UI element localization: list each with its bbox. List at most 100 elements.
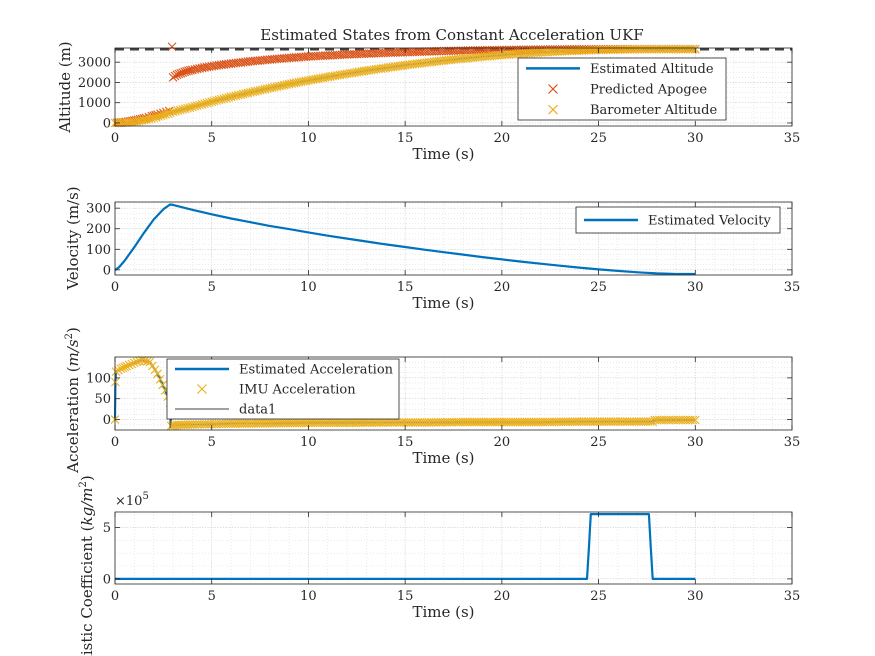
series-line [115, 512, 696, 581]
x-tick-label: 25 [590, 280, 607, 295]
x-tick-label: 25 [590, 131, 607, 146]
data-point-marker [202, 98, 212, 108]
data-point-marker [688, 415, 698, 425]
acceleration-axes: 0 5 10 15 20 25 30 35 0 50 100 Time (s) Acceleration… [64, 327, 800, 474]
x-tick-label: 10 [300, 131, 317, 146]
data-point-marker [158, 380, 168, 390]
data-point-marker [515, 417, 525, 427]
data-point-marker [513, 417, 523, 427]
data-point-marker [197, 99, 207, 109]
data-point-marker [308, 418, 318, 428]
y-tick-label: 50 [94, 392, 111, 407]
data-point-marker [122, 361, 131, 371]
data-point-marker [329, 418, 338, 428]
data-point-marker [167, 42, 177, 52]
data-point-marker [190, 101, 200, 111]
data-point-marker [502, 417, 511, 427]
data-point-marker [132, 357, 142, 367]
x-tick-label: 15 [397, 435, 414, 450]
data-point-marker [322, 418, 332, 428]
data-point-marker [476, 417, 486, 427]
x-tick-label: 25 [590, 589, 607, 604]
data-point-marker [397, 418, 407, 427]
series-imu-acceleration [110, 355, 700, 431]
x-tick-label: 35 [784, 435, 801, 450]
plot-area [115, 512, 792, 584]
data-point-marker [604, 417, 614, 427]
y-tick-label: 200 [86, 222, 111, 237]
x-tick-label: 25 [590, 435, 607, 450]
y-tick-label: 100 [86, 243, 111, 258]
data-point-marker [410, 418, 420, 427]
x-tick-label: 10 [300, 589, 317, 604]
x-tick-label: 10 [300, 435, 317, 450]
data-point-marker [486, 417, 495, 427]
data-point-marker [497, 417, 507, 427]
x-tick-label: 35 [784, 589, 801, 604]
data-point-marker [331, 418, 341, 428]
data-point-marker [524, 417, 534, 427]
data-point-marker [381, 418, 391, 427]
legend-label-estimated-acceleration: Estimated Acceleration [239, 363, 394, 378]
data-point-marker [404, 418, 413, 427]
data-point-marker [599, 417, 609, 427]
data-point-marker [581, 417, 591, 427]
x-tick-label: 30 [687, 280, 704, 295]
series-series [115, 512, 696, 581]
data-point-marker [140, 356, 150, 366]
data-point-marker [490, 417, 500, 427]
data-point-marker [504, 417, 514, 427]
data-point-marker [467, 417, 477, 427]
data-point-marker [124, 360, 134, 370]
data-point-marker [113, 365, 123, 375]
data-point-marker [413, 418, 423, 427]
data-point-marker [163, 109, 173, 118]
data-point-marker [179, 420, 188, 430]
x-tick-label: 5 [208, 435, 216, 450]
data-point-marker [492, 417, 502, 427]
data-point-marker [304, 418, 313, 428]
altitude-axes: 0 5 10 15 20 25 30 35 0 1000 2000 3000 Time (s) Altit… [56, 41, 800, 163]
data-point-marker [499, 417, 509, 427]
data-point-marker [508, 417, 518, 427]
y-axis-label: Velocity (m/s) [64, 186, 82, 290]
data-point-marker [333, 418, 343, 428]
data-point-marker [176, 420, 186, 430]
data-point-marker [129, 358, 139, 368]
data-point-marker [408, 418, 418, 427]
data-point-marker [310, 418, 320, 428]
data-point-marker [390, 418, 400, 427]
x-tick-label: 20 [494, 131, 511, 146]
series-line [114, 203, 696, 276]
data-point-marker [531, 417, 541, 427]
data-point-marker [481, 417, 491, 427]
y-tick-label: 300 [86, 202, 111, 217]
data-point-marker [520, 417, 530, 427]
data-point-marker [511, 417, 520, 427]
exponent-label: ×105 [115, 491, 149, 509]
data-point-marker [338, 418, 347, 428]
x-tick-label: 15 [397, 131, 414, 146]
x-tick-label: 15 [397, 280, 414, 295]
y-tick-label: 0 [103, 572, 111, 587]
legend-label-barometer-altitude: Barometer Altitude [590, 103, 717, 118]
data-point-marker [154, 112, 163, 121]
data-point-marker [395, 418, 404, 427]
data-point-marker [385, 418, 395, 427]
x-axis-label: Time (s) [412, 603, 474, 621]
data-point-marker [127, 359, 137, 369]
data-point-marker [388, 418, 398, 427]
data-point-marker [149, 113, 159, 123]
data-point-marker [383, 418, 393, 427]
legend: Estimated Altitude Predicted Apogee Barome… [517, 57, 727, 121]
data-point-marker [506, 417, 516, 427]
y-tick-label: 0 [103, 413, 111, 428]
x-tick-label: 5 [208, 280, 216, 295]
data-point-marker [315, 418, 325, 428]
data-point-marker [145, 357, 155, 367]
axes-box [114, 47, 793, 127]
velocity-axes: 0 5 10 15 20 25 30 35 0 100 200 300 Time (s) Velocity… [64, 186, 800, 312]
data-point-marker [151, 112, 161, 122]
legend-label-imu-acceleration: IMU Acceleration [239, 383, 356, 398]
data-point-marker [579, 417, 589, 427]
